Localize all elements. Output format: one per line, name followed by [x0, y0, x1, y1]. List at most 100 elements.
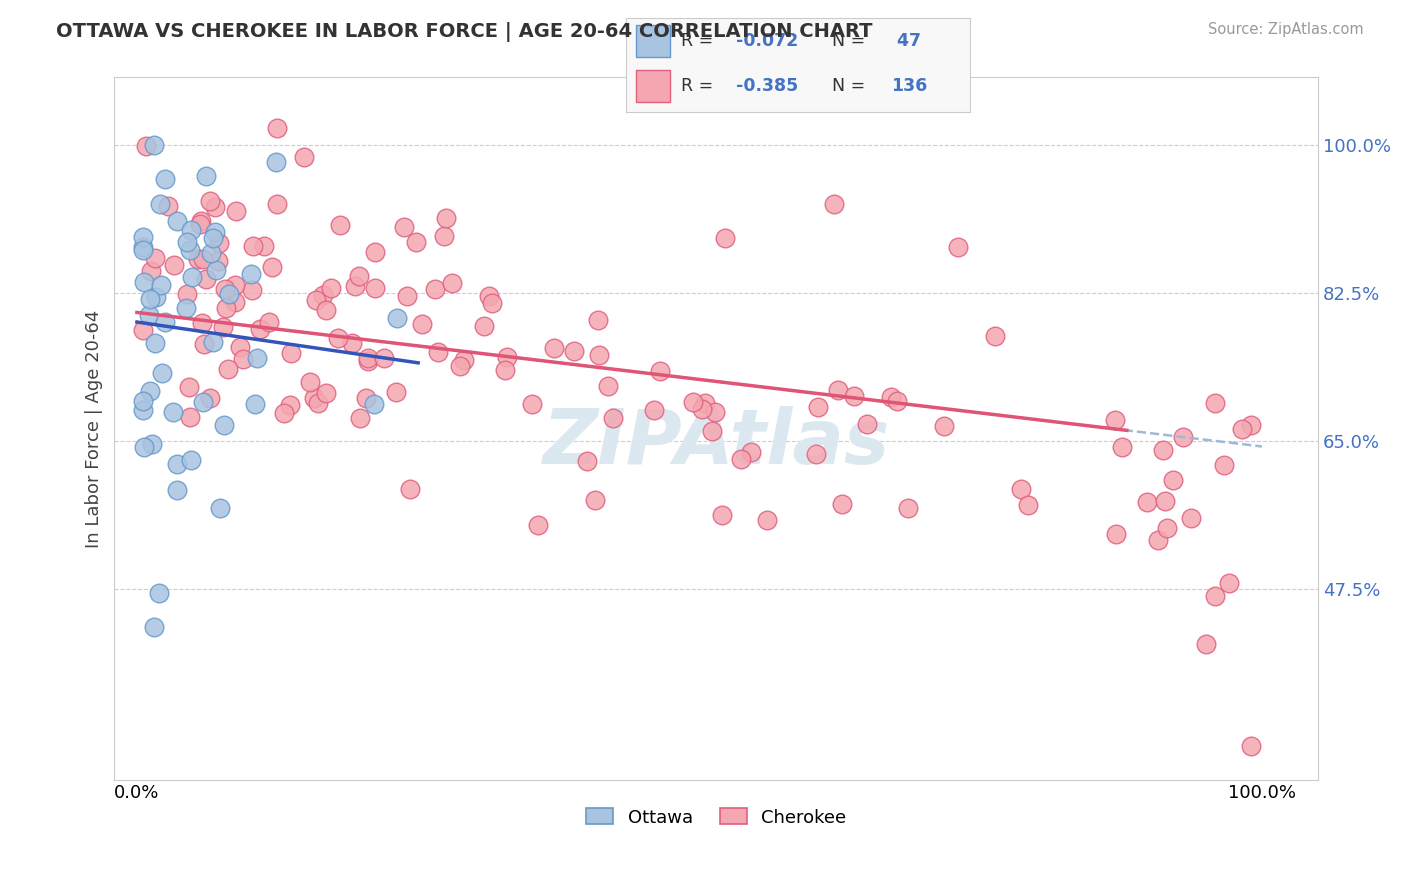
Point [204, 225, 226, 239]
Point [190, 214, 212, 228]
Point [343, 279, 366, 293]
Point [142, 620, 165, 634]
Point [143, 336, 166, 351]
Point [266, 121, 288, 136]
Text: R =: R = [681, 32, 718, 50]
Point [214, 282, 236, 296]
Point [229, 340, 252, 354]
Point [141, 437, 163, 451]
Point [305, 293, 328, 307]
Point [149, 277, 172, 292]
Point [472, 318, 495, 333]
Point [357, 354, 380, 368]
Point [711, 508, 734, 523]
Point [166, 458, 188, 472]
Point [411, 318, 433, 332]
Text: -0.385: -0.385 [735, 78, 799, 95]
Point [643, 403, 665, 417]
Point [190, 316, 212, 330]
Point [453, 352, 475, 367]
Point [1213, 458, 1236, 472]
Point [188, 217, 211, 231]
Point [827, 383, 849, 397]
Point [176, 287, 198, 301]
Point [575, 454, 598, 468]
Point [831, 497, 853, 511]
Point [564, 343, 586, 358]
Point [1218, 575, 1240, 590]
Point [315, 303, 337, 318]
Point [138, 292, 160, 306]
Text: N =: N = [832, 78, 872, 95]
Point [692, 401, 714, 416]
Point [441, 277, 464, 291]
Point [740, 444, 762, 458]
Point [823, 197, 845, 211]
Point [198, 391, 221, 405]
Point [326, 331, 349, 345]
Point [1240, 417, 1263, 432]
Point [143, 251, 166, 265]
Point [427, 344, 450, 359]
Point [249, 322, 271, 336]
Point [983, 328, 1005, 343]
Point [433, 229, 456, 244]
Point [1240, 739, 1263, 753]
Point [131, 243, 153, 257]
Point [357, 351, 380, 366]
Point [395, 288, 418, 302]
Point [240, 267, 263, 281]
Point [1136, 495, 1159, 509]
Point [217, 361, 239, 376]
Point [700, 425, 723, 439]
Point [177, 380, 200, 394]
Point [527, 518, 550, 533]
Point [1204, 589, 1226, 603]
Point [246, 351, 269, 365]
Point [191, 252, 214, 267]
Point [179, 244, 201, 258]
Point [132, 275, 155, 289]
Point [648, 363, 671, 377]
Point [273, 406, 295, 420]
Point [212, 320, 235, 334]
Point [394, 220, 416, 235]
Point [425, 282, 447, 296]
Point [405, 235, 427, 250]
Point [131, 240, 153, 254]
Point [588, 313, 610, 327]
Point [329, 218, 352, 232]
Point [224, 277, 246, 292]
Point [807, 400, 830, 414]
Point [302, 391, 325, 405]
Bar [636, 70, 671, 103]
Y-axis label: In Labor Force | Age 20-64: In Labor Force | Age 20-64 [86, 310, 103, 548]
Point [198, 194, 221, 208]
Point [163, 258, 186, 272]
Point [1161, 473, 1184, 487]
Point [253, 239, 276, 253]
Point [1154, 494, 1177, 508]
Point [481, 296, 503, 310]
Point [266, 197, 288, 211]
Point [180, 453, 202, 467]
Point [131, 230, 153, 244]
Point [214, 418, 236, 433]
Point [1017, 498, 1039, 512]
Point [131, 403, 153, 417]
Point [174, 301, 197, 315]
Point [364, 244, 387, 259]
Point [880, 390, 903, 404]
Point [543, 342, 565, 356]
Point [193, 395, 215, 409]
Point [1194, 637, 1216, 651]
Point [195, 169, 218, 184]
Point [373, 351, 395, 365]
Point [855, 417, 877, 431]
Point [187, 252, 209, 267]
Point [755, 513, 778, 527]
Point [202, 334, 225, 349]
Point [1104, 413, 1126, 427]
Point [194, 272, 217, 286]
Point [201, 231, 224, 245]
